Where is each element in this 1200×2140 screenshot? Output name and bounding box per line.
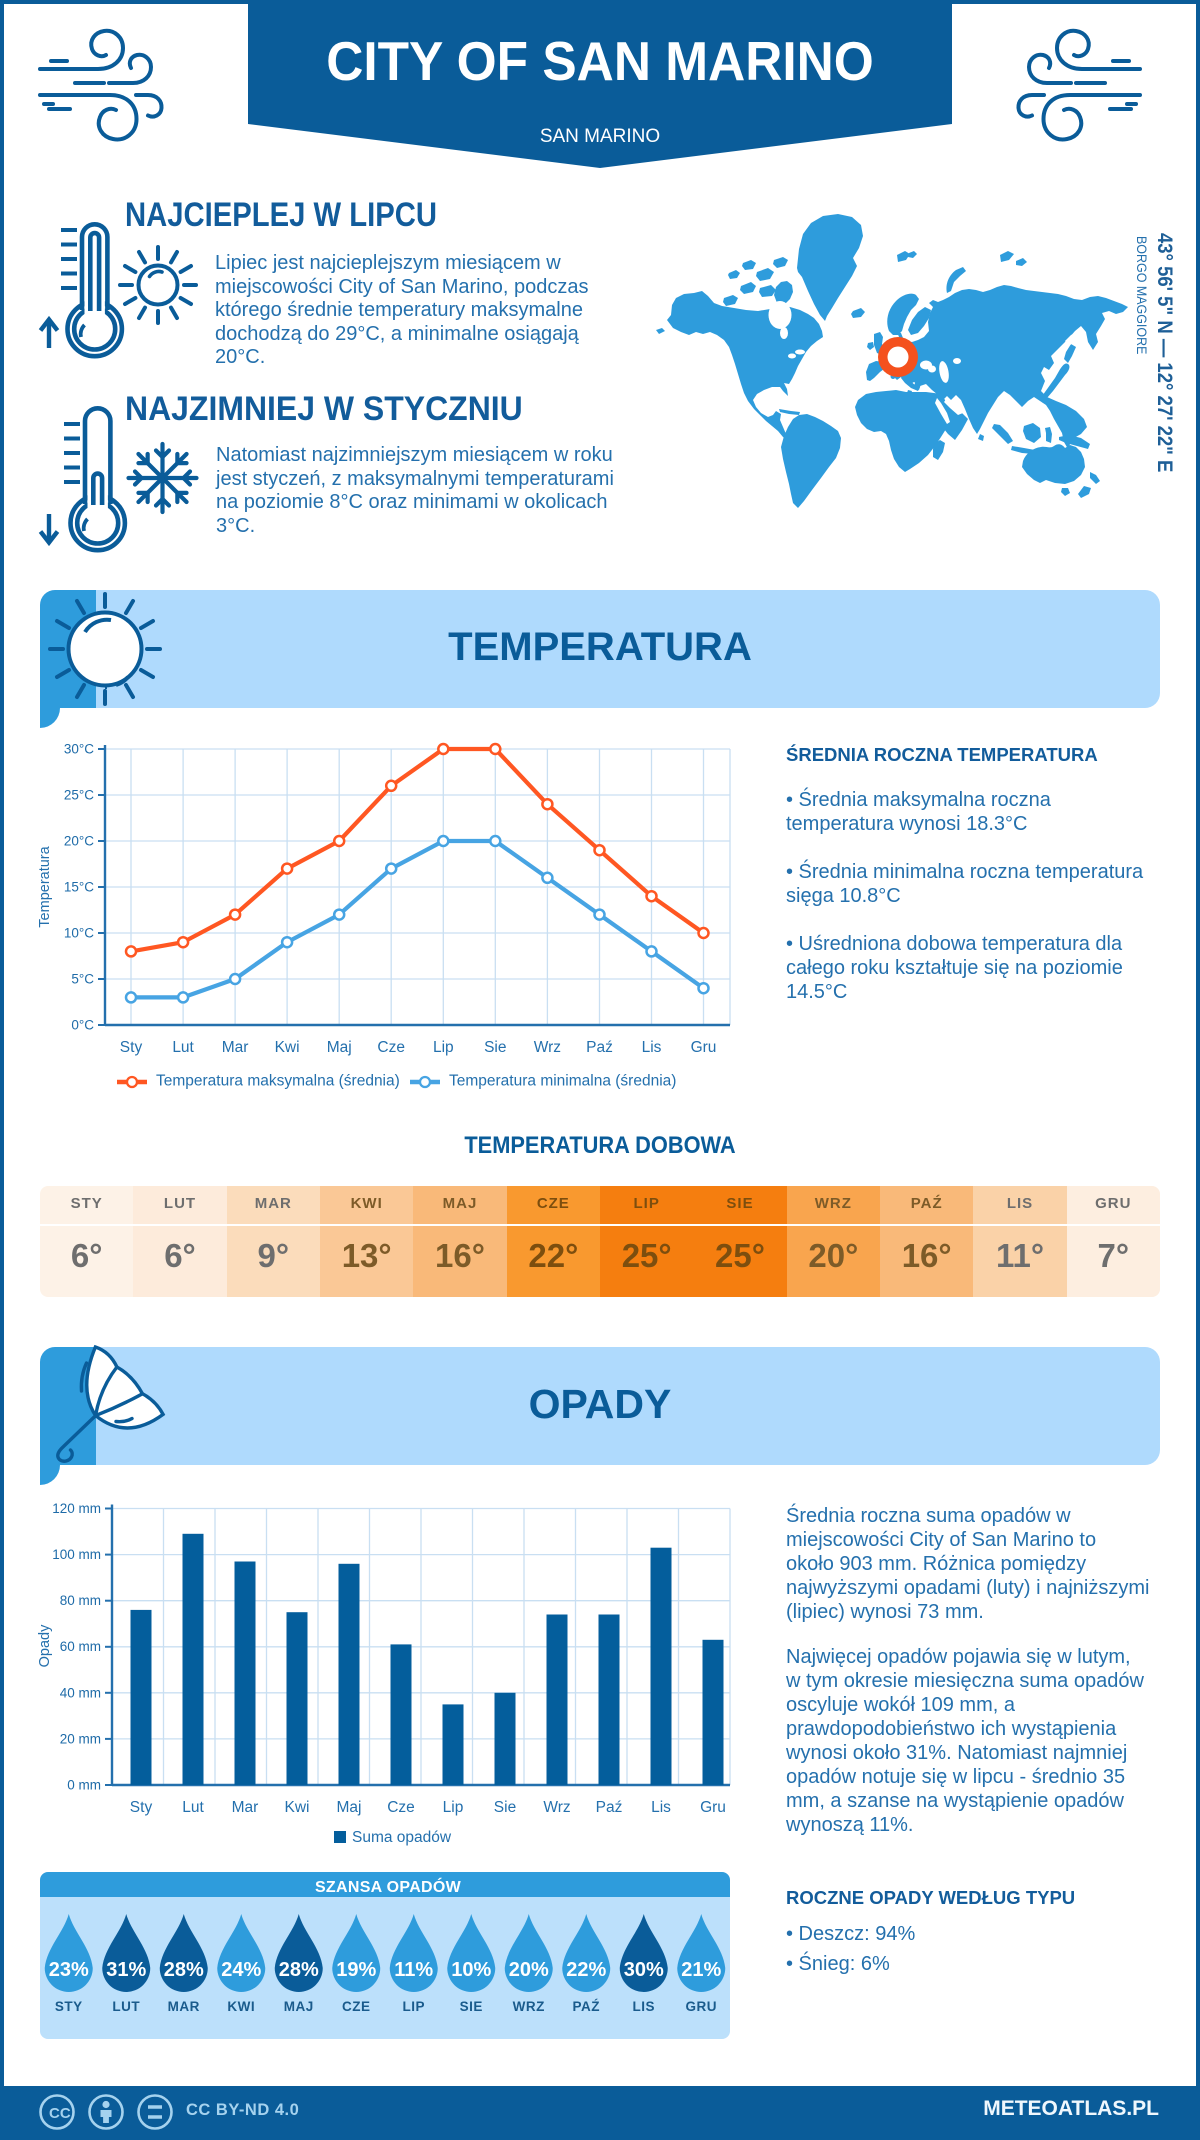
svg-text:20°C: 20°C xyxy=(64,834,94,849)
svg-text:80 mm: 80 mm xyxy=(60,1593,101,1608)
svg-text:Suma opadów: Suma opadów xyxy=(352,1829,452,1846)
svg-text:22%: 22% xyxy=(566,1959,606,1981)
svg-text:Kwi: Kwi xyxy=(285,1799,310,1816)
svg-text:24%: 24% xyxy=(221,1959,261,1981)
svg-text:CC: CC xyxy=(49,2105,71,2122)
svg-text:0°C: 0°C xyxy=(71,1018,94,1033)
svg-text:LIP: LIP xyxy=(402,1999,425,2014)
svg-text:Lis: Lis xyxy=(651,1799,671,1816)
svg-text:30%: 30% xyxy=(624,1959,664,1981)
svg-text:CZE: CZE xyxy=(342,1999,371,2014)
svg-text:100 mm: 100 mm xyxy=(52,1547,101,1562)
svg-text:11%: 11% xyxy=(394,1959,433,1981)
svg-text:Lip: Lip xyxy=(443,1799,464,1816)
svg-text:LUT: LUT xyxy=(112,1999,140,2014)
svg-text:20%: 20% xyxy=(509,1959,549,1981)
svg-text:Paź: Paź xyxy=(596,1799,623,1816)
svg-text:Wrz: Wrz xyxy=(534,1039,561,1056)
svg-text:Paź: Paź xyxy=(586,1039,613,1056)
svg-text:Lis: Lis xyxy=(642,1039,662,1056)
svg-text:0 mm: 0 mm xyxy=(67,1778,101,1793)
svg-text:KWI: KWI xyxy=(227,1999,255,2014)
svg-text:Maj: Maj xyxy=(327,1039,352,1056)
svg-text:Cze: Cze xyxy=(377,1039,405,1056)
svg-text:Sty: Sty xyxy=(130,1799,153,1816)
svg-text:31%: 31% xyxy=(106,1959,146,1981)
svg-text:Lut: Lut xyxy=(172,1039,194,1056)
svg-text:60 mm: 60 mm xyxy=(60,1639,101,1654)
svg-text:SIE: SIE xyxy=(460,1999,483,2014)
svg-text:Opady: Opady xyxy=(37,1624,53,1667)
svg-text:5°C: 5°C xyxy=(71,972,94,987)
svg-text:MAJ: MAJ xyxy=(284,1999,314,2014)
svg-text:Kwi: Kwi xyxy=(275,1039,300,1056)
svg-text:Gru: Gru xyxy=(700,1799,726,1816)
svg-text:Cze: Cze xyxy=(387,1799,415,1816)
svg-text:15°C: 15°C xyxy=(64,880,94,895)
svg-text:Sie: Sie xyxy=(484,1039,506,1056)
svg-text:Lut: Lut xyxy=(182,1799,204,1816)
svg-text:MAR: MAR xyxy=(168,1999,200,2014)
svg-text:25°C: 25°C xyxy=(64,788,94,803)
svg-text:28%: 28% xyxy=(279,1959,319,1981)
svg-text:STY: STY xyxy=(55,1999,83,2014)
svg-text:Lip: Lip xyxy=(433,1039,454,1056)
svg-text:Mar: Mar xyxy=(232,1799,259,1816)
svg-text:SZANSA OPADÓW: SZANSA OPADÓW xyxy=(315,1877,462,1896)
svg-text:Wrz: Wrz xyxy=(543,1799,570,1816)
svg-text:23%: 23% xyxy=(49,1959,89,1981)
svg-text:Sty: Sty xyxy=(120,1039,143,1056)
svg-text:120 mm: 120 mm xyxy=(52,1501,101,1516)
svg-text:LIS: LIS xyxy=(632,1999,655,2014)
svg-text:WRZ: WRZ xyxy=(513,1999,545,2014)
svg-text:Mar: Mar xyxy=(222,1039,249,1056)
svg-text:10%: 10% xyxy=(451,1959,491,1981)
svg-text:Gru: Gru xyxy=(691,1039,717,1056)
svg-text:Temperatura minimalna (średnia: Temperatura minimalna (średnia) xyxy=(449,1073,676,1090)
svg-text:40 mm: 40 mm xyxy=(60,1685,101,1700)
svg-text:19%: 19% xyxy=(336,1959,376,1981)
svg-text:21%: 21% xyxy=(681,1959,721,1981)
svg-text:Sie: Sie xyxy=(494,1799,516,1816)
svg-text:Temperatura maksymalna (średni: Temperatura maksymalna (średnia) xyxy=(156,1073,400,1090)
svg-text:Maj: Maj xyxy=(337,1799,362,1816)
svg-text:GRU: GRU xyxy=(686,1999,718,2014)
svg-text:Temperatura: Temperatura xyxy=(37,845,53,927)
svg-text:30°C: 30°C xyxy=(64,742,94,757)
svg-text:PAŹ: PAŹ xyxy=(573,1999,601,2014)
svg-text:10°C: 10°C xyxy=(64,926,94,941)
svg-text:20 mm: 20 mm xyxy=(60,1731,101,1746)
svg-text:28%: 28% xyxy=(164,1959,204,1981)
